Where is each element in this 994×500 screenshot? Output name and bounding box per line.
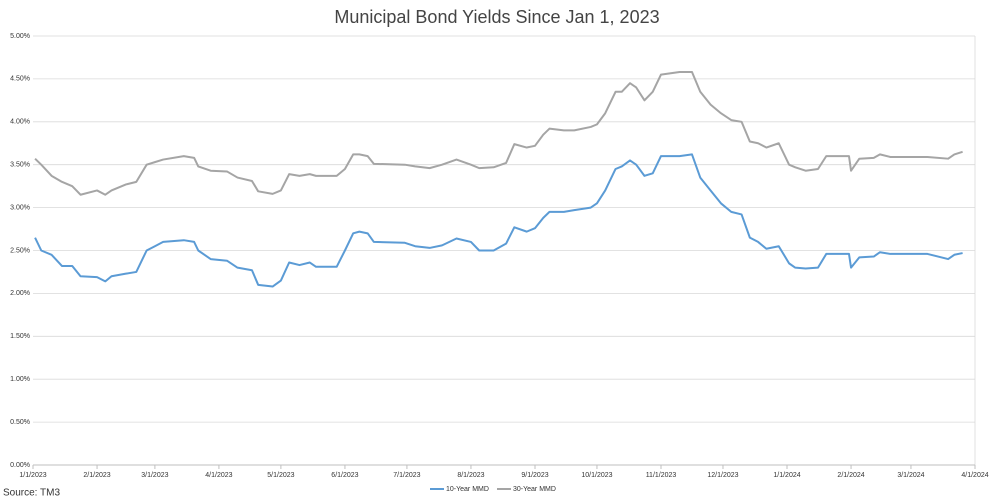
y-tick-label: 0.50% bbox=[10, 419, 30, 426]
x-tick-label: 3/1/2024 bbox=[897, 472, 924, 479]
x-tick-label: 10/1/2023 bbox=[581, 472, 612, 479]
x-tick-label: 3/1/2023 bbox=[141, 472, 168, 479]
x-tick-label: 9/1/2023 bbox=[521, 472, 548, 479]
x-tick-label: 12/1/2023 bbox=[707, 472, 738, 479]
series-line bbox=[34, 71, 963, 196]
legend-label: 30-Year MMD bbox=[513, 486, 556, 493]
series-line bbox=[34, 153, 963, 288]
y-tick-label: 2.00% bbox=[10, 290, 30, 297]
x-tick-label: 11/1/2023 bbox=[646, 472, 677, 479]
x-tick-label: 5/1/2023 bbox=[267, 472, 294, 479]
y-tick-label: 5.00% bbox=[10, 33, 30, 40]
x-tick-label: 6/1/2023 bbox=[331, 472, 358, 479]
chart-title: Municipal Bond Yields Since Jan 1, 2023 bbox=[334, 7, 659, 27]
y-tick-label: 1.00% bbox=[10, 376, 30, 383]
y-tick-label: 4.50% bbox=[10, 76, 30, 83]
y-tick-label: 3.50% bbox=[10, 162, 30, 169]
x-tick-label: 1/1/2023 bbox=[19, 472, 46, 479]
x-tick-label: 7/1/2023 bbox=[393, 472, 420, 479]
x-tick-label: 4/1/2024 bbox=[961, 472, 988, 479]
legend-label: 10-Year MMD bbox=[446, 486, 489, 493]
x-tick-label: 2/1/2023 bbox=[83, 472, 110, 479]
x-tick-label: 1/1/2024 bbox=[773, 472, 800, 479]
x-tick-label: 4/1/2023 bbox=[205, 472, 232, 479]
y-tick-label: 0.00% bbox=[10, 462, 30, 469]
y-tick-label: 4.00% bbox=[10, 119, 30, 126]
y-tick-label: 1.50% bbox=[10, 333, 30, 340]
y-tick-label: 2.50% bbox=[10, 247, 30, 254]
x-tick-label: 8/1/2023 bbox=[457, 472, 484, 479]
x-tick-label: 2/1/2024 bbox=[837, 472, 864, 479]
y-tick-label: 3.00% bbox=[10, 204, 30, 211]
source: Source: TM3 bbox=[3, 488, 60, 499]
